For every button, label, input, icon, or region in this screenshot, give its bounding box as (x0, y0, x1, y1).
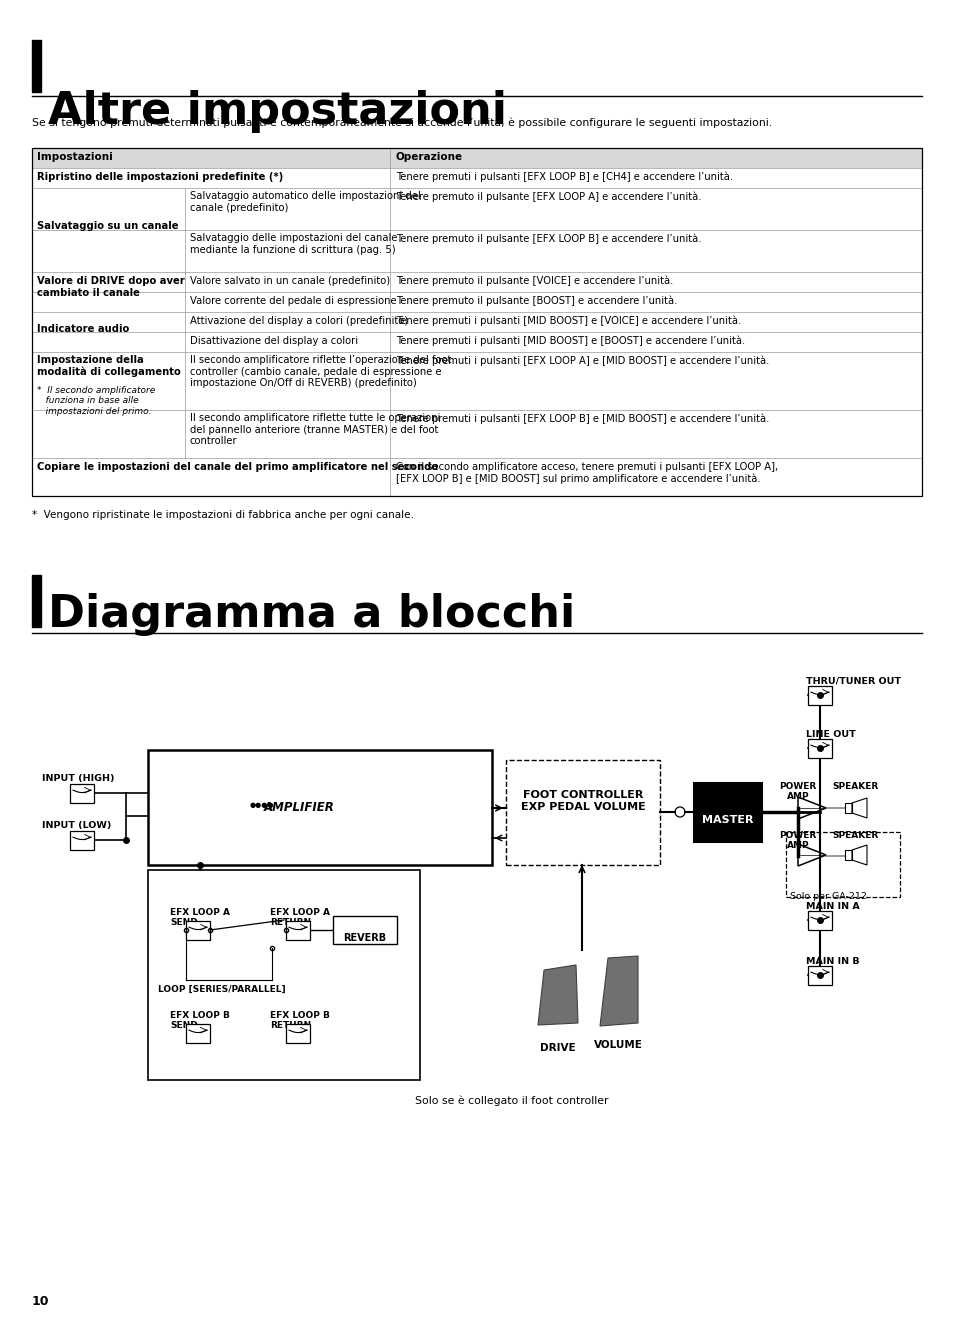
Polygon shape (599, 956, 638, 1025)
Text: AMPLIFIER: AMPLIFIER (264, 801, 335, 815)
Bar (32, 148, 921, 496)
Text: FOOT CONTROLLER
EXP PEDAL VOLUME: FOOT CONTROLLER EXP PEDAL VOLUME (520, 789, 644, 812)
Text: INPUT (HIGH): INPUT (HIGH) (42, 774, 114, 783)
Bar (333, 916, 396, 944)
Bar (32, 148, 921, 167)
Text: Il secondo amplificatore riflette tutte le operazioni
del pannello anteriore (tr: Il secondo amplificatore riflette tutte … (190, 413, 440, 447)
Text: Con il secondo amplificatore acceso, tenere premuti i pulsanti [EFX LOOP A],
[EF: Con il secondo amplificatore acceso, ten… (395, 463, 778, 484)
Text: MAIN IN B: MAIN IN B (805, 957, 859, 966)
Bar (807, 911, 831, 929)
Bar (807, 966, 831, 985)
Text: Tenere premuto il pulsante [VOICE] e accendere l’unità.: Tenere premuto il pulsante [VOICE] e acc… (395, 275, 673, 286)
Text: Salvataggio delle impostazioni del canale
mediante la funzione di scrittura (pag: Salvataggio delle impostazioni del canal… (190, 233, 397, 254)
Text: Il secondo amplificatore riflette l’operazione del foot
controller (cambio canal: Il secondo amplificatore riflette l’oper… (190, 355, 451, 389)
Text: INPUT (LOW): INPUT (LOW) (42, 821, 112, 830)
Text: Salvataggio automatico delle impostazioni del
canale (predefinito): Salvataggio automatico delle impostazion… (190, 191, 420, 212)
Text: EFX LOOP B
SEND: EFX LOOP B SEND (170, 1011, 230, 1031)
Text: LOOP [SERIES/PARALLEL]: LOOP [SERIES/PARALLEL] (158, 985, 285, 994)
Bar (693, 783, 761, 842)
Text: Valore salvato in un canale (predefinito): Valore salvato in un canale (predefinito… (190, 275, 390, 286)
Text: EFX LOOP A
RETURN: EFX LOOP A RETURN (270, 908, 330, 928)
Bar (844, 850, 851, 861)
Text: Diagramma a blocchi: Diagramma a blocchi (48, 593, 575, 637)
Text: SPEAKER: SPEAKER (832, 832, 879, 840)
Text: Operazione: Operazione (395, 152, 462, 162)
Text: Tenere premuto il pulsante [EFX LOOP B] e accendere l’unità.: Tenere premuto il pulsante [EFX LOOP B] … (395, 233, 700, 244)
Text: EFX LOOP B
RETURN: EFX LOOP B RETURN (270, 1011, 330, 1031)
Text: Impostazione della
modalità di collegamento: Impostazione della modalità di collegame… (37, 355, 180, 377)
Text: Tenere premuto il pulsante [EFX LOOP A] e accendere l’unità.: Tenere premuto il pulsante [EFX LOOP A] … (395, 191, 700, 202)
Text: MASTER: MASTER (701, 815, 753, 825)
Text: LINE OUT: LINE OUT (805, 730, 855, 739)
Text: THRU/TUNER OUT: THRU/TUNER OUT (805, 677, 900, 685)
Text: Solo se è collegato il foot controller: Solo se è collegato il foot controller (415, 1097, 608, 1107)
Bar (286, 920, 310, 940)
Text: Salvataggio su un canale: Salvataggio su un canale (37, 221, 178, 231)
Bar (186, 1024, 210, 1043)
Text: EFX LOOP A
SEND: EFX LOOP A SEND (170, 908, 230, 928)
Text: POWER
AMP: POWER AMP (779, 832, 816, 850)
Text: Impostazioni: Impostazioni (37, 152, 112, 162)
Text: Ripristino delle impostazioni predefinite (*): Ripristino delle impostazioni predefinit… (37, 173, 283, 182)
Text: ●●●●: ●●●● (250, 801, 274, 808)
Text: Tenere premuto il pulsante [BOOST] e accendere l’unità.: Tenere premuto il pulsante [BOOST] e acc… (395, 297, 677, 307)
Bar (70, 783, 94, 803)
Text: POWER
AMP: POWER AMP (779, 782, 816, 801)
Bar (807, 685, 831, 705)
Bar (148, 750, 492, 865)
Text: Indicatore audio: Indicatore audio (37, 324, 129, 333)
Text: Copiare le impostazioni del canale del primo amplificatore nel secondo: Copiare le impostazioni del canale del p… (37, 463, 437, 472)
Text: MAIN IN A: MAIN IN A (805, 902, 859, 911)
Bar (32, 40, 41, 92)
Text: VOLUME: VOLUME (593, 1040, 641, 1050)
Text: Attivazione del display a colori (predefinito): Attivazione del display a colori (predef… (190, 316, 408, 326)
Text: Disattivazione del display a colori: Disattivazione del display a colori (190, 336, 357, 347)
Bar (70, 830, 94, 850)
Polygon shape (537, 965, 578, 1025)
Text: Valore di DRIVE dopo aver
cambiato il canale: Valore di DRIVE dopo aver cambiato il ca… (37, 275, 185, 298)
Text: REVERB: REVERB (343, 933, 386, 942)
Text: *  Vengono ripristinate le impostazioni di fabbrica anche per ogni canale.: * Vengono ripristinate le impostazioni d… (32, 510, 414, 521)
Bar (505, 760, 659, 865)
Bar (844, 803, 851, 813)
Bar (785, 832, 899, 898)
Text: DRIVE: DRIVE (539, 1043, 576, 1053)
Text: Tenere premuti i pulsanti [EFX LOOP B] e [MID BOOST] e accendere l’unità.: Tenere premuti i pulsanti [EFX LOOP B] e… (395, 413, 768, 423)
Bar (32, 575, 41, 627)
Text: Tenere premuti i pulsanti [MID BOOST] e [BOOST] e accendere l’unità.: Tenere premuti i pulsanti [MID BOOST] e … (395, 336, 744, 347)
Bar (186, 920, 210, 940)
Text: Tenere premuti i pulsanti [EFX LOOP A] e [MID BOOST] e accendere l’unità.: Tenere premuti i pulsanti [EFX LOOP A] e… (395, 355, 768, 365)
Bar (807, 738, 831, 758)
Text: 10: 10 (32, 1296, 50, 1307)
Text: Tenere premuti i pulsanti [EFX LOOP B] e [CH4] e accendere l’unità.: Tenere premuti i pulsanti [EFX LOOP B] e… (395, 173, 732, 182)
Text: Solo per GA-212: Solo per GA-212 (789, 892, 866, 902)
Text: Altre impostazioni: Altre impostazioni (48, 90, 506, 133)
Text: Tenere premuti i pulsanti [MID BOOST] e [VOICE] e accendere l’unità.: Tenere premuti i pulsanti [MID BOOST] e … (395, 316, 740, 327)
Text: SPEAKER: SPEAKER (832, 782, 879, 791)
Bar (148, 870, 419, 1079)
Bar (286, 1024, 310, 1043)
Text: Valore corrente del pedale di espressione: Valore corrente del pedale di espression… (190, 297, 396, 306)
Text: *  Il secondo amplificatore
   funziona in base alle
   impostazioni del primo.: * Il secondo amplificatore funziona in b… (37, 386, 155, 415)
Text: Se si tengono premuti determinati pulsanti e contemporaneamente si accende l’uni: Se si tengono premuti determinati pulsan… (32, 119, 771, 128)
